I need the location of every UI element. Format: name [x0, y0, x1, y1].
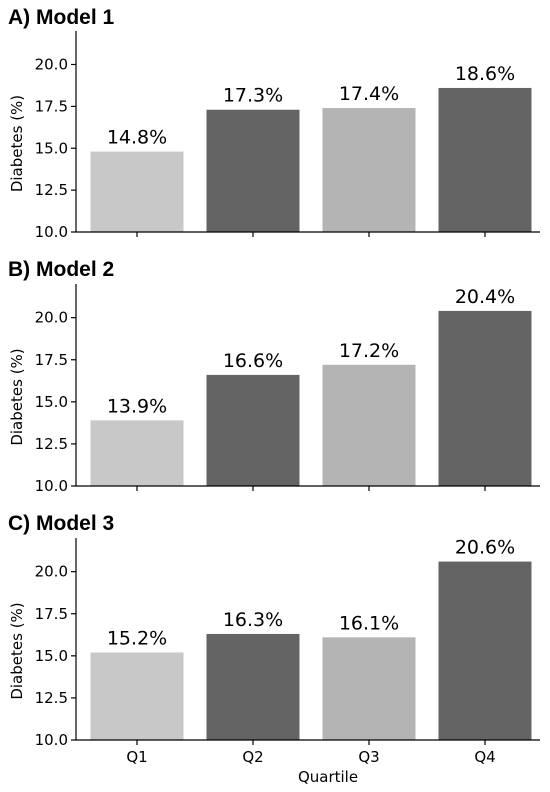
x-tick-label: Q1: [126, 748, 147, 766]
y-tick-label: 10.0: [35, 223, 68, 241]
bar-q1: [90, 420, 184, 486]
data-label: 17.4%: [339, 83, 399, 105]
y-tick-label: 17.5: [35, 351, 68, 369]
y-tick-label: 15.0: [35, 393, 68, 411]
y-tick-label: 20.0: [35, 563, 68, 581]
y-tick-label: 12.5: [35, 435, 68, 453]
chart-panel-3: C) Model 3 15.2% 16.3% 16.1% 20.6% 10.0 12.5 15…: [8, 512, 540, 786]
panel-title: A) Model 1: [8, 6, 114, 29]
x-tick-label: Q2: [242, 748, 263, 766]
bar-q4: [438, 87, 532, 232]
bar-q2: [206, 633, 300, 740]
x-tick-label: Q4: [474, 748, 495, 766]
data-label: 15.2%: [107, 627, 167, 649]
data-label: 20.4%: [455, 286, 515, 308]
y-tick-label: 17.5: [35, 97, 68, 115]
bar-q1: [90, 151, 184, 232]
x-tick-label: Q3: [358, 748, 379, 766]
data-label: 13.9%: [107, 395, 167, 417]
y-tick-label: 15.0: [35, 139, 68, 157]
y-axis-label: Diabetes (%): [8, 95, 26, 192]
bar-q3: [322, 108, 416, 232]
y-tick-label: 12.5: [35, 181, 68, 199]
data-label: 17.2%: [339, 340, 399, 362]
data-label: 16.1%: [339, 612, 399, 634]
y-tick-label: 10.0: [35, 731, 68, 749]
data-label: 16.6%: [223, 350, 283, 372]
y-axis-label: Diabetes (%): [8, 348, 26, 445]
x-axis-label: Quartile: [298, 768, 358, 786]
y-tick-label: 17.5: [35, 605, 68, 623]
bar-q3: [322, 637, 416, 740]
chart-panel-1: A) Model 1 14.8% 17.3% 17.4% 18.6% 10.0 12.5 15…: [8, 6, 540, 241]
data-label: 17.3%: [223, 85, 283, 107]
bar-q1: [90, 652, 184, 740]
y-tick-label: 15.0: [35, 647, 68, 665]
panel-title: C) Model 3: [8, 512, 114, 535]
bar-q4: [438, 310, 532, 486]
chart-panel-2: B) Model 2 13.9% 16.6% 17.2% 20.4% 10.0 12.5 15…: [8, 258, 540, 495]
data-label: 20.6%: [455, 537, 515, 559]
data-label: 18.6%: [455, 63, 515, 85]
y-tick-label: 20.0: [35, 309, 68, 327]
y-axis-label: Diabetes (%): [8, 602, 26, 699]
data-label: 14.8%: [107, 127, 167, 149]
y-tick-label: 12.5: [35, 689, 68, 707]
bar-q3: [322, 364, 416, 486]
bar-q2: [206, 109, 300, 232]
y-tick-label: 10.0: [35, 477, 68, 495]
panel-title: B) Model 2: [8, 258, 114, 281]
bar-q2: [206, 374, 300, 486]
data-label: 16.3%: [223, 609, 283, 631]
y-tick-label: 20.0: [35, 56, 68, 74]
bar-q4: [438, 561, 532, 740]
